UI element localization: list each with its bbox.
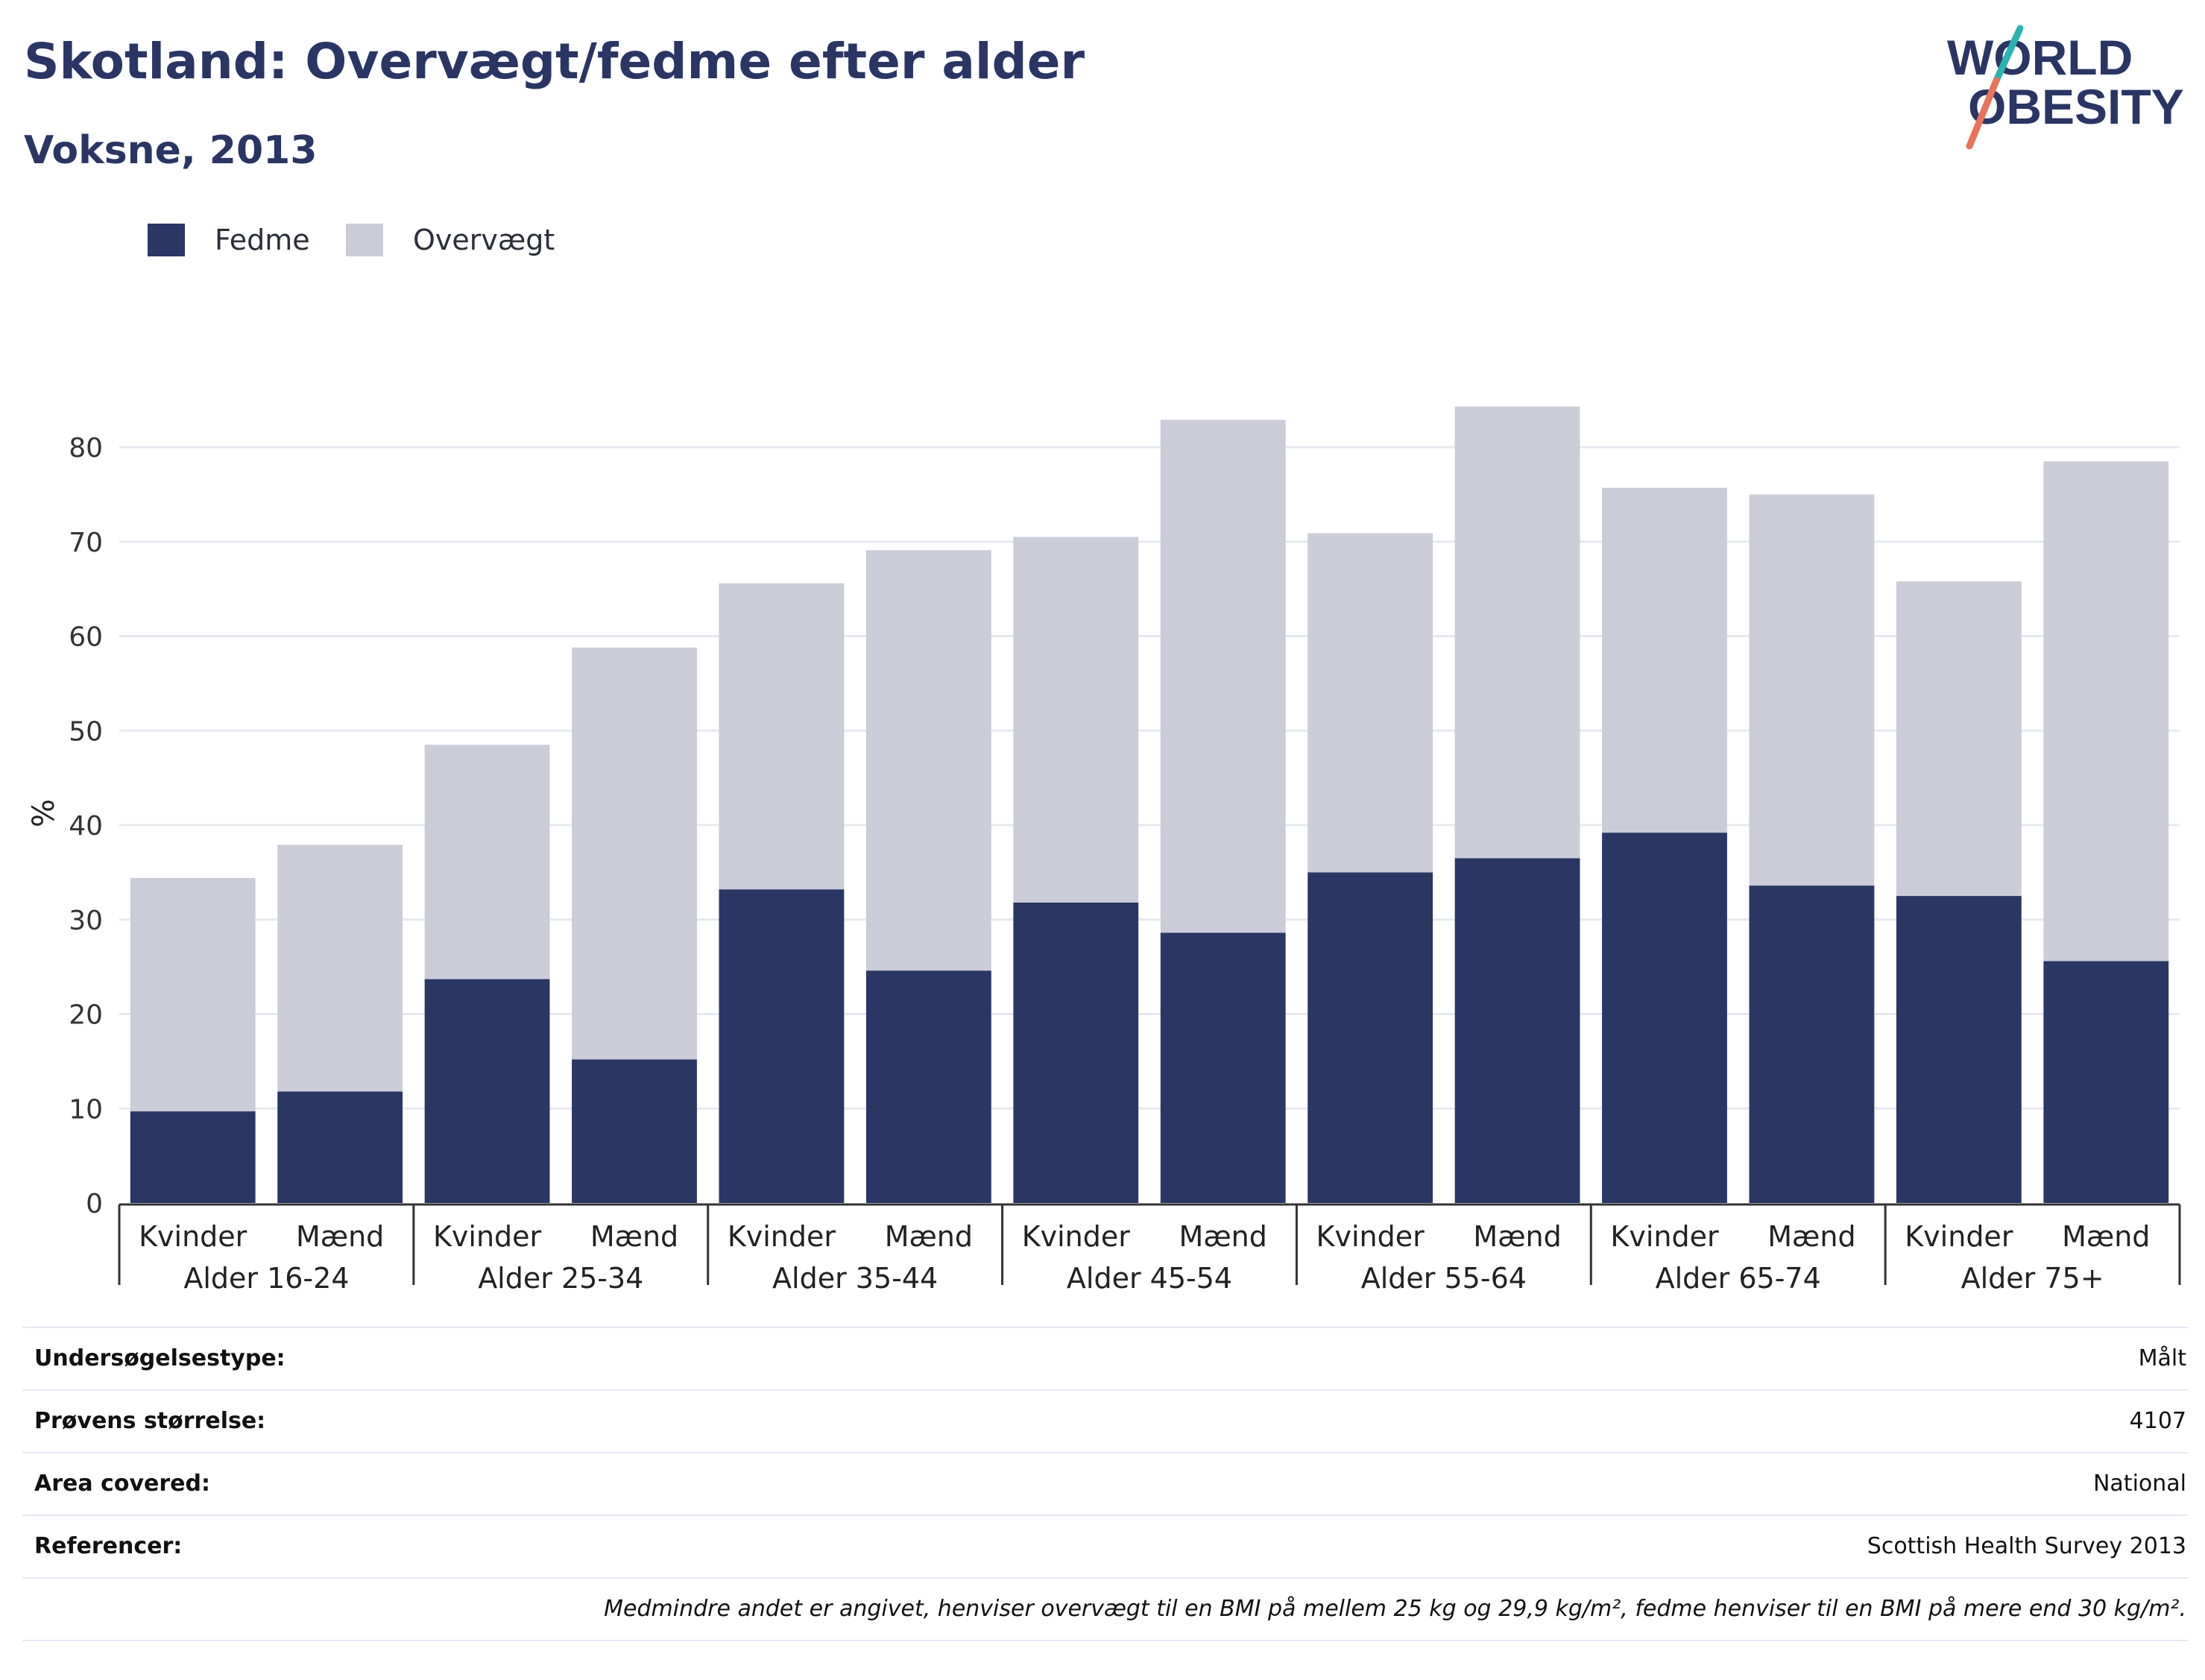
x-tick-label: Kvinder: [1316, 1220, 1425, 1253]
y-tick-label: 80: [69, 433, 103, 464]
bar-overvaegt: [277, 844, 403, 1092]
bar-overvaegt: [1307, 533, 1433, 873]
group-label: Alder 25-34: [478, 1262, 643, 1295]
bar-overvaegt: [1454, 406, 1580, 859]
x-tick-label: Mænd: [296, 1220, 384, 1253]
bar-overvaegt: [1160, 420, 1286, 933]
bar-fedme: [1160, 932, 1286, 1203]
chart-title: Skotland: Overvægt/fedme efter alder: [24, 33, 1085, 90]
bar-fedme: [719, 889, 845, 1203]
footnote-text: Medmindre andet er angivet, henviser ove…: [604, 1596, 2186, 1622]
y-tick-label: 20: [69, 1000, 103, 1031]
info-row-sample-size: Prøvens størrelse: 4107: [22, 1389, 2188, 1452]
bar-overvaegt: [865, 550, 991, 971]
bar-overvaegt: [719, 583, 845, 890]
logo-text-world: WORLD: [1947, 30, 2133, 85]
bar-overvaegt: [424, 745, 550, 979]
bar-fedme: [1013, 902, 1139, 1203]
x-tick-label: Mænd: [1767, 1220, 1855, 1253]
legend-label-fedme: Fedme: [215, 224, 310, 256]
x-tick-label: Kvinder: [433, 1220, 542, 1253]
logo-slash-coral: [1966, 77, 2000, 150]
bar-overvaegt: [2043, 461, 2169, 961]
bar-overvaegt: [1602, 487, 1727, 833]
world-obesity-logo: WORLD OBESITY: [1947, 25, 2184, 150]
bar-fedme: [424, 979, 550, 1203]
group-label: Alder 45-54: [1067, 1262, 1232, 1295]
group-label: Alder 35-44: [772, 1262, 938, 1295]
group-label: Alder 75+: [1961, 1262, 2104, 1295]
info-key: Referencer:: [34, 1533, 183, 1559]
y-tick-label: 30: [69, 906, 103, 936]
legend-label-overvaegt: Overvægt: [413, 224, 555, 256]
legend-swatch-overvaegt: [346, 224, 383, 256]
group-label: Alder 16-24: [183, 1262, 349, 1295]
y-tick-label: 50: [69, 716, 103, 747]
y-tick-label: 40: [69, 811, 103, 841]
bar-fedme: [1307, 872, 1433, 1203]
y-tick-label: 0: [86, 1189, 103, 1219]
info-value: 4107: [2129, 1408, 2186, 1434]
bar-overvaegt: [1896, 581, 2022, 897]
y-tick-label: 60: [69, 622, 103, 653]
x-tick-label: Kvinder: [1610, 1220, 1719, 1253]
bar-fedme: [572, 1059, 697, 1203]
info-value: Målt: [2138, 1345, 2186, 1371]
x-tick-label: Mænd: [885, 1220, 973, 1253]
x-tick-label: Kvinder: [728, 1220, 836, 1253]
x-tick-label: Kvinder: [139, 1220, 247, 1253]
bar-fedme: [1896, 896, 2022, 1203]
logo-text-obesity: OBESITY: [1968, 79, 2184, 134]
chart-subtitle: Voksne, 2013: [24, 128, 318, 173]
info-row-references: Referencer: Scottish Health Survey 2013: [22, 1515, 2188, 1577]
info-key: Area covered:: [34, 1471, 210, 1497]
bar-chart: 0 10 20 30 40 50 60 70 80% Kvinder Mænd Kvinder Mænd…: [27, 406, 2181, 1295]
bar-overvaegt: [130, 877, 256, 1112]
bar-overvaegt: [1749, 494, 1875, 886]
x-tick-label: Mænd: [590, 1220, 678, 1253]
x-tick-label: Mænd: [1473, 1220, 1561, 1253]
legend-swatch-fedme: [148, 224, 185, 256]
x-tick-label: Mænd: [1179, 1220, 1267, 1253]
info-value: National: [2092, 1471, 2186, 1497]
x-tick-label: Mænd: [2062, 1220, 2150, 1253]
footnote: Medmindre andet er angivet, henviser ove…: [22, 1577, 2188, 1641]
x-tick-label: Kvinder: [1022, 1220, 1131, 1253]
y-axis-title: %: [27, 799, 61, 827]
bar-fedme: [1602, 833, 1727, 1203]
y-tick-label: 70: [69, 528, 103, 558]
y-tick-label: 10: [69, 1094, 103, 1125]
info-key: Prøvens størrelse:: [34, 1408, 266, 1434]
group-label: Alder 55-64: [1361, 1262, 1527, 1295]
info-table: Undersøgelsestype: Målt Prøvens størrels…: [22, 1327, 2188, 1641]
bar-fedme: [1749, 885, 1875, 1203]
bar-fedme: [130, 1111, 256, 1203]
x-tick-label: Kvinder: [1905, 1220, 2013, 1253]
group-label: Alder 65-74: [1656, 1262, 1821, 1295]
bar-fedme: [865, 970, 991, 1203]
bar-overvaegt: [1013, 537, 1139, 903]
bar-fedme: [2043, 961, 2169, 1203]
bar-fedme: [1454, 858, 1580, 1203]
info-row-survey-type: Undersøgelsestype: Målt: [22, 1327, 2188, 1389]
info-row-area-covered: Area covered: National: [22, 1452, 2188, 1515]
logo-slash-teal: [1993, 25, 2024, 84]
info-value: Scottish Health Survey 2013: [1867, 1533, 2186, 1559]
bar-fedme: [277, 1091, 403, 1203]
bar-overvaegt: [572, 647, 697, 1060]
info-key: Undersøgelsestype:: [34, 1345, 286, 1371]
